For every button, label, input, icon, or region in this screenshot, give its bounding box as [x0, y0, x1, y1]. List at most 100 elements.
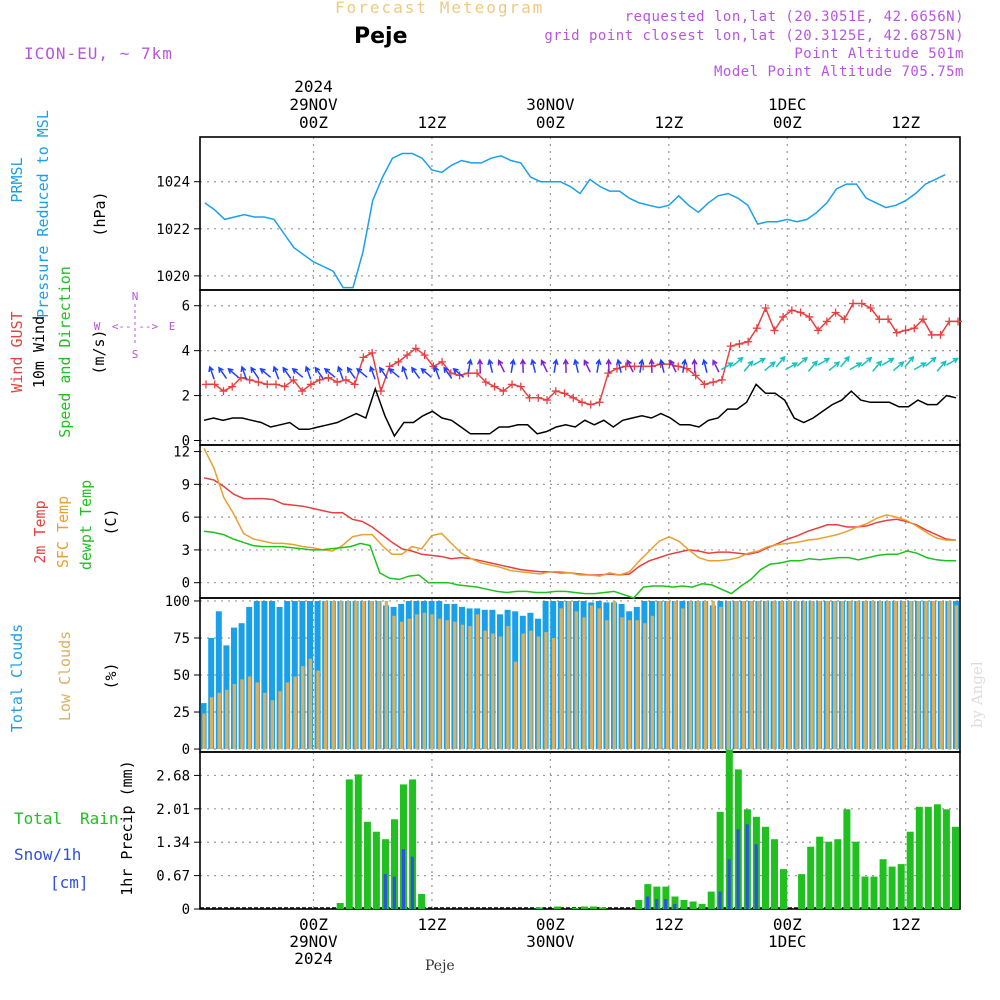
rain-bar [572, 908, 579, 909]
temp-2m-label: 2m Temp [31, 500, 49, 563]
wind-gust-marker [840, 315, 849, 324]
low-cloud-bar [323, 601, 328, 750]
wind-gust-marker [674, 362, 683, 371]
rain-bar [336, 903, 344, 909]
low-cloud-bar [954, 605, 959, 749]
wind-direction-arrow [227, 367, 239, 378]
wind-direction-arrow [291, 367, 304, 378]
wind-direction-arrow [540, 359, 548, 373]
wind-direction-arrow [681, 358, 688, 373]
low-cloud-bar [521, 633, 525, 749]
wind-gust-marker [341, 375, 350, 384]
wind-direction-arrow [828, 361, 841, 372]
wind-gust-marker [910, 324, 919, 333]
snow-bar [383, 874, 387, 909]
low-cloud-bar [270, 700, 275, 750]
low-cloud-bar [833, 601, 837, 750]
wind-direction-arrow [648, 358, 655, 373]
y-tick-label: 9 [182, 477, 190, 493]
dewpt-temp-label: dewpt Temp [77, 480, 95, 570]
wind-gust-marker [857, 299, 866, 308]
wind-direction-arrow [881, 357, 895, 366]
low-cloud-bar [399, 621, 404, 749]
wind-gust-marker [630, 362, 639, 371]
grid-point-coords: grid point closest lon,lat (20.3125E, 42… [544, 28, 964, 44]
low-cloud-bar [909, 601, 913, 750]
low-cloud-bar [886, 601, 890, 750]
y-tick-label: 100 [165, 594, 190, 610]
rain-bar [689, 901, 697, 909]
low-cloud-bar [848, 601, 852, 750]
rain-bar [553, 906, 561, 909]
time-axis-top-label: 12Z [654, 113, 683, 132]
low-cloud-bar [247, 676, 252, 750]
y-tick-label: 0 [182, 742, 190, 758]
wind-gust-marker [849, 299, 858, 308]
wind-gust-marker [245, 375, 254, 384]
wind-direction-arrow [785, 362, 799, 371]
wind-direction-arrow [925, 356, 937, 367]
low-cloud-bar [217, 692, 221, 750]
wind-gust-marker [936, 330, 945, 339]
wind-direction-arrow [487, 358, 494, 373]
snow-bar [745, 824, 749, 909]
wind-direction-arrow [336, 365, 344, 380]
wind-gust-marker [787, 306, 796, 315]
rain-bar [671, 896, 679, 909]
low-cloud-bar [255, 682, 259, 749]
rain-bar [861, 876, 869, 909]
rain-bar [581, 906, 588, 909]
wind-direction-arrow [605, 358, 612, 373]
low-cloud-bar [544, 632, 548, 750]
total-cloud-bar [253, 601, 260, 750]
low-cloud-bar [361, 601, 366, 750]
wind-gust-marker [761, 303, 770, 312]
time-axis-bottom-label: 12Z [417, 915, 446, 934]
y-tick-label: 4 [182, 344, 190, 360]
wind-direction-arrow [626, 359, 634, 373]
wind-gust-marker [814, 326, 823, 335]
wind-direction-arrow [817, 357, 831, 366]
low-cloud-bar [392, 615, 396, 750]
wind-direction-arrow [314, 366, 324, 379]
wind-gust-marker [350, 380, 359, 389]
total-clouds-label: Total Clouds [8, 624, 26, 732]
wind-gust-marker [919, 315, 928, 324]
rain-bar [952, 826, 959, 909]
low-cloud-bar [703, 601, 708, 750]
y-tick-label: 2 [182, 389, 190, 405]
low-cloud-bar [597, 608, 601, 750]
total-cloud-bar [261, 601, 268, 750]
wind-direction-arrow [583, 359, 591, 373]
wind-direction-arrow [369, 365, 376, 380]
low-cloud-bar [939, 601, 943, 750]
low-cloud-bar [468, 626, 472, 749]
wind-gust-marker [945, 317, 954, 326]
low-cloud-bar [688, 601, 693, 750]
wind-direction-arrow [720, 362, 734, 371]
low-cloud-bar [513, 661, 518, 750]
time-axis-top-label: 1DEC [768, 95, 807, 114]
rain-bar [707, 891, 715, 909]
low-cloud-bar [430, 614, 434, 750]
wind-gust-marker [805, 312, 814, 321]
y-tick-label: 25 [173, 705, 190, 721]
time-axis-bottom-label: 1DEC [768, 932, 807, 951]
wind-direction-arrow [849, 362, 863, 371]
low-cloud-bar [863, 601, 867, 750]
dewpt-temp-line [203, 530, 956, 599]
low-cloud-bar [574, 611, 579, 749]
wind-gust-marker [368, 348, 377, 357]
wind-direction-arrow [807, 360, 818, 372]
total-cloud-bar [291, 601, 298, 750]
pressure-label-long: Pressure Reduced to MSL [34, 110, 52, 318]
time-axis-top-label: 00Z [299, 113, 328, 132]
wind-gust-marker [884, 315, 893, 324]
low-cloud-bar [779, 601, 784, 750]
wind-gust-marker [219, 387, 228, 396]
wind-gust-marker [560, 389, 569, 398]
wind-gust-marker [394, 357, 403, 366]
rain-bar [870, 876, 878, 909]
wind-gust-marker [700, 380, 709, 389]
